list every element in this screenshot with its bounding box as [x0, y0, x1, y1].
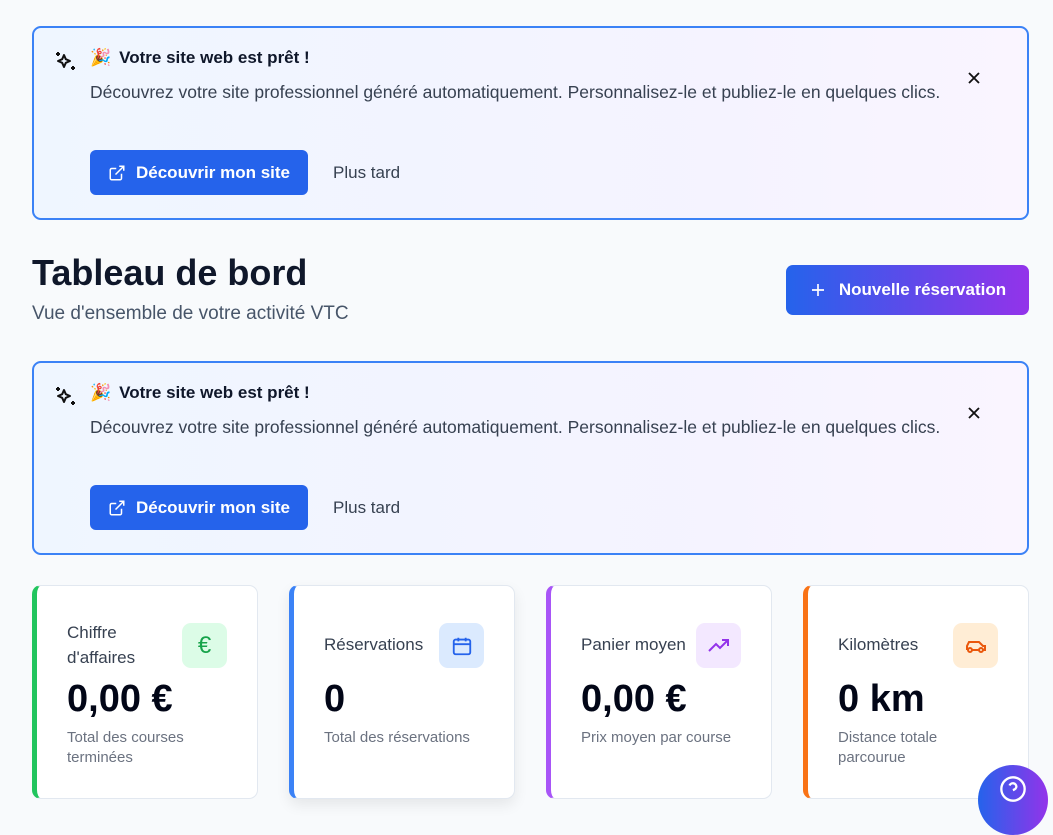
stat-card-kilometers: Kilomètres 0 km Distance totale parcouru…: [803, 585, 1029, 799]
party-emoji: 🎉: [90, 383, 112, 402]
stat-value: 0,00 €: [67, 678, 173, 720]
euro-icon: €: [182, 623, 227, 668]
party-emoji: 🎉: [90, 48, 112, 67]
help-button[interactable]: [978, 765, 1048, 835]
page-title: Tableau de bord: [32, 252, 308, 293]
trending-up-icon: [696, 623, 741, 668]
plus-icon: [811, 284, 824, 296]
stat-label: Panier moyen: [581, 635, 686, 654]
later-button[interactable]: Plus tard: [333, 163, 401, 182]
stat-desc: Total des courses terminées: [67, 729, 184, 766]
stat-value: 0: [324, 678, 346, 720]
close-icon[interactable]: [964, 403, 984, 423]
discover-site-label: Découvrir mon site: [136, 497, 290, 517]
sparkles-icon: [56, 387, 75, 405]
banner-body: Découvrez votre site professionnel génér…: [90, 82, 941, 102]
calendar-icon: [439, 623, 484, 668]
stat-label: Kilomètres: [838, 635, 919, 654]
stat-desc: Distance totale parcourue: [838, 729, 938, 766]
banner-body: Découvrez votre site professionnel génér…: [90, 417, 941, 437]
stat-desc: Total des réservations: [324, 729, 470, 746]
car-icon: [953, 623, 998, 668]
banner-title: Votre site web est prêt !: [119, 48, 310, 67]
stat-card-reservations: Réservations 0 Total des réservations: [289, 585, 515, 799]
website-ready-banner: 🎉 Votre site web est prêt ! Découvrez vot…: [32, 361, 1029, 555]
external-link-icon: [109, 500, 125, 515]
external-link-icon: [109, 165, 125, 180]
help-circle-icon: [1000, 776, 1026, 802]
discover-site-button[interactable]: Découvrir mon site: [90, 150, 308, 195]
new-reservation-button[interactable]: Nouvelle réservation: [786, 265, 1029, 315]
close-icon[interactable]: [964, 68, 984, 88]
sparkles-icon: [56, 52, 75, 70]
page-subtitle: Vue d'ensemble de votre activité VTC: [32, 303, 349, 324]
discover-site-button[interactable]: Découvrir mon site: [90, 485, 308, 530]
stat-desc: Prix moyen par course: [581, 729, 732, 746]
stat-value: 0 km: [838, 678, 925, 720]
stat-label: Réservations: [324, 635, 424, 654]
stat-value: 0,00 €: [581, 678, 687, 720]
new-reservation-label: Nouvelle réservation: [838, 280, 1007, 299]
stat-label: Chiffre d'affaires: [67, 623, 136, 667]
stat-card-average-basket: Panier moyen 0,00 € Prix moyen par cours…: [546, 585, 772, 799]
stat-card-revenue: Chiffre d'affaires € 0,00 € Total des co…: [32, 585, 258, 799]
discover-site-label: Découvrir mon site: [136, 162, 290, 182]
website-ready-banner: 🎉 Votre site web est prêt ! Découvrez vot…: [32, 26, 1029, 220]
banner-title: Votre site web est prêt !: [119, 383, 310, 402]
later-button[interactable]: Plus tard: [333, 498, 401, 517]
